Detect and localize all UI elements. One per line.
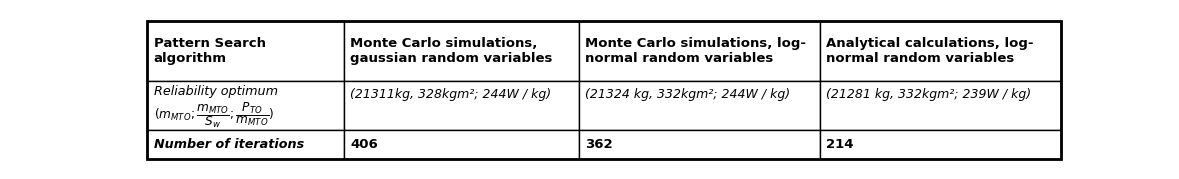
Text: $(m_{MTO};\dfrac{m_{MTO}}{S_w};\dfrac{P_{TO}}{m_{MTO}})$: $(m_{MTO};\dfrac{m_{MTO}}{S_w};\dfrac{P_… bbox=[153, 100, 275, 129]
Text: 214: 214 bbox=[826, 138, 854, 151]
Text: Monte Carlo simulations,
gaussian random variables: Monte Carlo simulations, gaussian random… bbox=[350, 37, 553, 66]
Bar bbox=[147, 21, 344, 81]
Bar bbox=[344, 130, 579, 159]
Bar bbox=[147, 81, 344, 130]
Bar bbox=[579, 21, 819, 81]
Bar bbox=[579, 130, 819, 159]
Text: 362: 362 bbox=[585, 138, 613, 151]
Text: Pattern Search
algorithm: Pattern Search algorithm bbox=[153, 37, 265, 66]
Bar bbox=[819, 81, 1061, 130]
Text: Number of iterations: Number of iterations bbox=[153, 138, 304, 151]
Text: (21324 kg, 332kgm²; 244W / kg): (21324 kg, 332kgm²; 244W / kg) bbox=[585, 88, 790, 101]
Text: Analytical calculations, log-
normal random variables: Analytical calculations, log- normal ran… bbox=[826, 37, 1034, 66]
Text: (21281 kg, 332kgm²; 239W / kg): (21281 kg, 332kgm²; 239W / kg) bbox=[826, 88, 1032, 101]
Text: 406: 406 bbox=[350, 138, 378, 151]
Bar bbox=[344, 81, 579, 130]
Text: Reliability optimum: Reliability optimum bbox=[153, 85, 278, 98]
Bar bbox=[819, 21, 1061, 81]
Text: (21311kg, 328kgm²; 244W / kg): (21311kg, 328kgm²; 244W / kg) bbox=[350, 88, 552, 101]
Text: Monte Carlo simulations, log-
normal random variables: Monte Carlo simulations, log- normal ran… bbox=[585, 37, 806, 66]
Bar bbox=[344, 21, 579, 81]
Bar bbox=[579, 81, 819, 130]
Bar bbox=[819, 130, 1061, 159]
Bar bbox=[147, 130, 344, 159]
